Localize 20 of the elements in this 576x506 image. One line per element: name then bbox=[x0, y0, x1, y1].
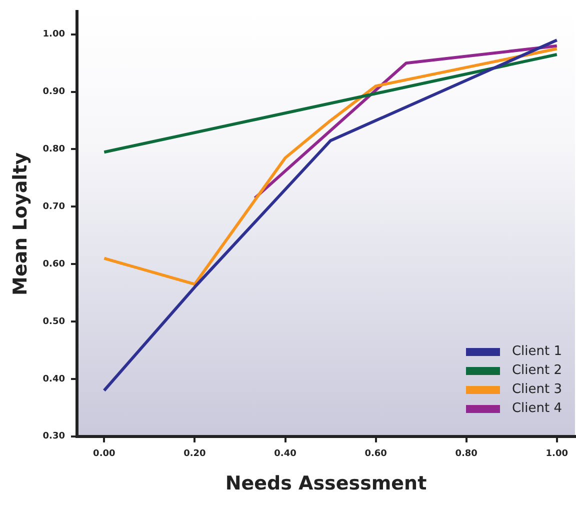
y-tick-label: 0.60 bbox=[42, 259, 66, 270]
x-tick-label: 0.60 bbox=[364, 449, 387, 460]
legend-label: Client 3 bbox=[512, 382, 562, 397]
legend-label: Client 4 bbox=[512, 401, 562, 416]
y-tick-label: 1.00 bbox=[42, 30, 66, 40]
y-tick-label: 0.40 bbox=[42, 374, 66, 384]
x-tick-label: 0.20 bbox=[184, 449, 206, 460]
y-tick-label: 0.30 bbox=[42, 432, 66, 442]
x-tick-label: 0.00 bbox=[93, 449, 116, 460]
y-tick-label: 0.70 bbox=[42, 202, 66, 212]
y-tick-label: 0.50 bbox=[42, 316, 66, 327]
legend-label: Client 1 bbox=[512, 344, 562, 359]
x-tick-label: 0.40 bbox=[274, 449, 296, 460]
x-tick-label: 1.00 bbox=[546, 449, 568, 460]
x-axis-title: Needs Assessment bbox=[225, 472, 427, 495]
y-tick-label: 0.90 bbox=[42, 87, 66, 98]
y-axis-title: Mean Loyalty bbox=[9, 152, 32, 296]
legend-label: Client 2 bbox=[512, 363, 562, 378]
y-tick-label: 0.80 bbox=[42, 144, 66, 155]
x-tick-label: 0.80 bbox=[455, 449, 478, 460]
